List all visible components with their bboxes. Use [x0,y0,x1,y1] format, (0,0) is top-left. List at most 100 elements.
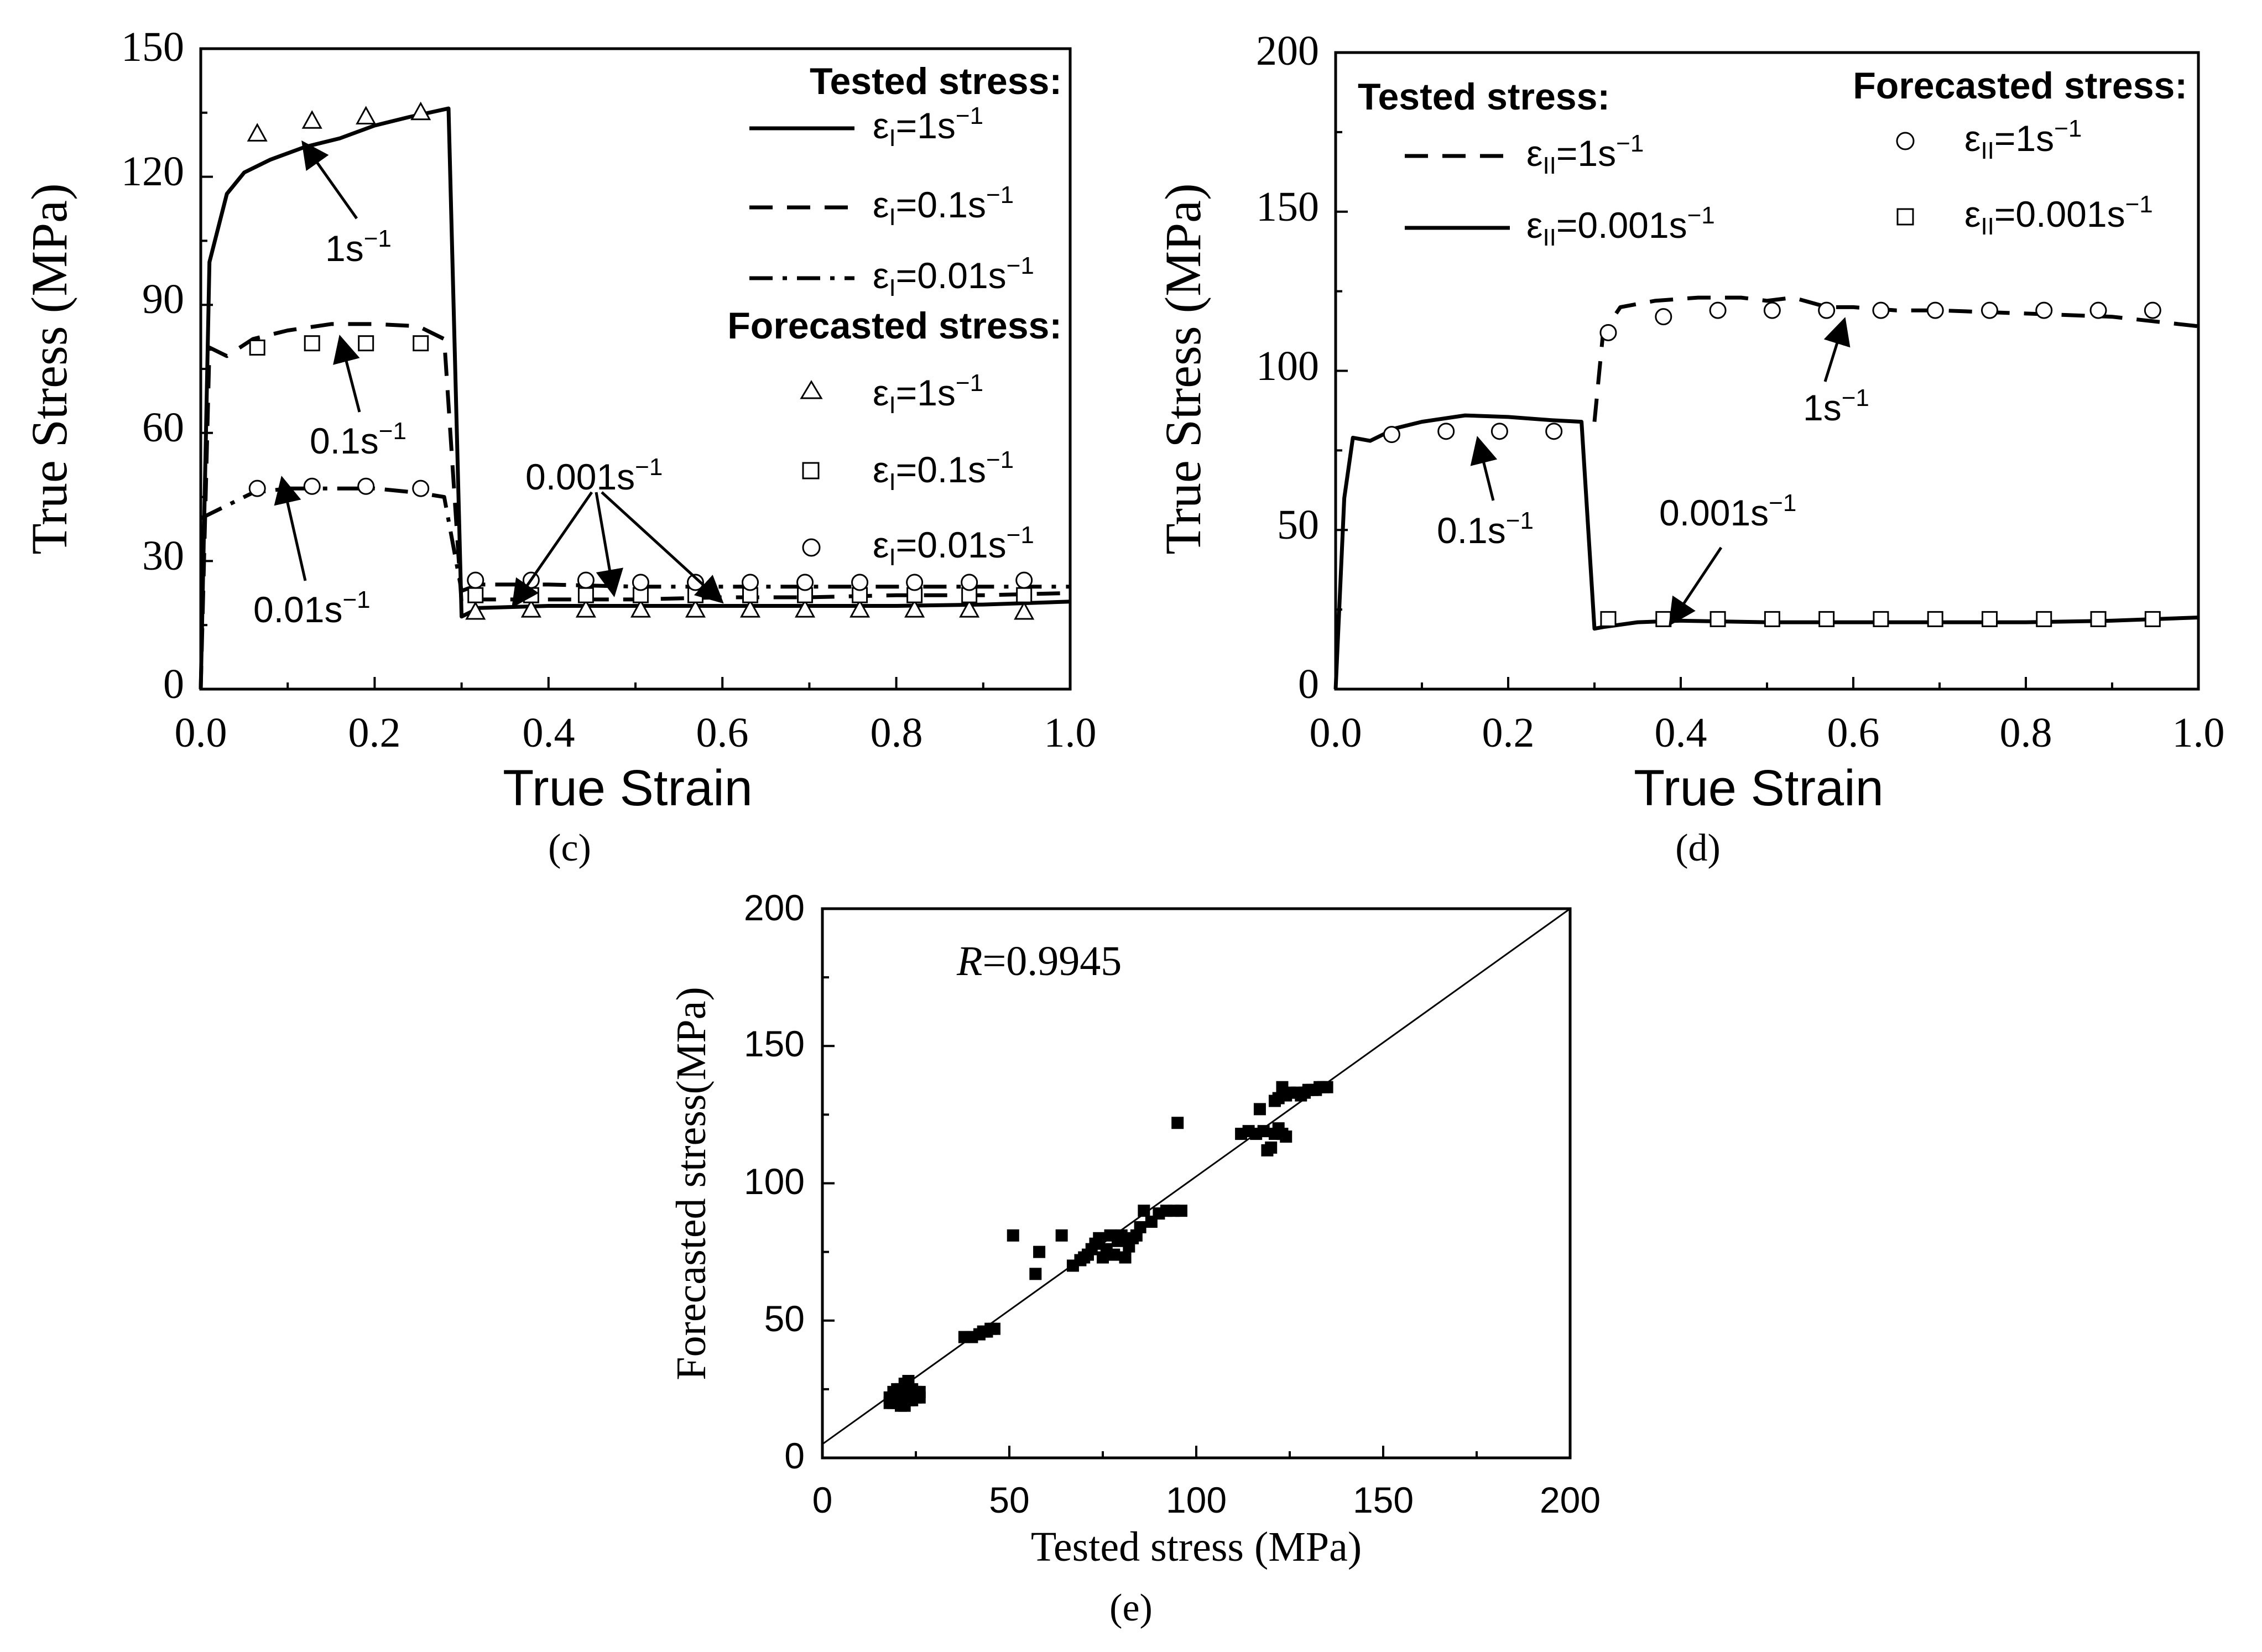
d-legend-marker-circle [1896,132,1915,150]
d-forecast-marker [1655,611,1672,627]
c-legend-tested-title: Tested stress: [810,60,1062,102]
c-forecast-marker [577,587,594,603]
d-forecast-marker [2036,611,2052,627]
d-xtick-label: 0.2 [1482,710,1535,756]
c-forecast-marker [467,587,484,603]
d-forecast-marker [1818,301,1836,319]
c-arrow-0.001s-b [595,492,623,597]
e-scatter-point [1138,1205,1150,1217]
c-forecast-marker [520,599,541,618]
d-legend-tested-2: εII=0.001s−1 [1526,202,1715,251]
c-legend-forecast-2: εI=0.1s−1 [873,446,1014,496]
d-ytick-label: 0 [1298,661,1319,707]
c-annotation-0.001s: 0.001s−1 [525,454,663,497]
d-forecast-marker [1490,423,1508,440]
e-scatter-point [1115,1229,1128,1242]
d-arrow-0.001s [1669,546,1723,627]
e-scatter-point [1134,1221,1146,1233]
c-forecast-marker [794,599,816,618]
c-forecast-marker [248,480,266,497]
d-forecast-marker [1655,308,1672,326]
c-forecast-marker [247,123,268,142]
e-scatter-point [1265,1141,1278,1154]
c-xtick-label: 0.6 [696,710,749,756]
c-caption: (c) [548,827,591,869]
e-xtick-label: 100 [1166,1479,1227,1520]
d-arrow-0.1s [1470,436,1498,501]
c-forecast-marker [1016,587,1033,603]
c-arrow-0.1s [333,335,361,413]
c-xtick-label: 0.8 [871,710,923,756]
c-annotation-1s: 1s−1 [325,225,392,269]
d-annotation-0.1s: 0.1s−1 [1437,507,1534,551]
e-scatter-point [902,1374,915,1387]
e-scatter-point [988,1322,1000,1335]
c-legend-marker-circle [802,538,821,557]
c-forecast-marker [523,587,539,603]
d-forecast-marker [1980,301,1998,319]
c-forecast-marker [357,477,375,495]
e-xlabel: Tested stress (MPa) [1031,1524,1362,1570]
d-legend-forecast-title: Forecasted stress: [1853,65,2187,107]
e-xtick-label: 0 [812,1479,833,1520]
c-forecast-marker [849,599,871,618]
c-forecast-marker [1015,571,1033,589]
c-forecast-marker [412,480,430,497]
c-forecast-marker [575,599,596,618]
d-ytick-label: 150 [1256,184,1319,230]
c-forecast-marker [303,477,321,495]
e-scatter-point [1108,1248,1120,1261]
d-series-line-0 [1592,295,2199,422]
c-annotation-0.1s: 0.1s−1 [310,418,406,461]
c-forecast-marker [906,574,924,591]
d-arrow-1s [1823,317,1851,382]
e-scatter-point [913,1391,926,1404]
c-forecast-marker [632,574,649,591]
d-legend-tested-1: εII=1s−1 [1526,130,1644,179]
d-forecast-marker [2090,611,2107,627]
d-forecast-marker [1545,423,1563,440]
e-scatter-point [1033,1245,1046,1258]
c-ytick-label: 0 [163,661,184,707]
d-forecast-marker [1709,611,1726,627]
panel-e-plot-frame [821,907,1572,1460]
d-ytick-label: 50 [1277,502,1319,548]
d-forecast-marker [2144,611,2161,627]
d-series-line-1 [1333,413,2199,690]
c-series-line-1 [199,322,1071,690]
c-arrow-0.001s-a [512,491,593,608]
d-legend-tested-title: Tested stress: [1358,76,1610,118]
d-ylabel: True Stress (MPa) [1155,183,1211,554]
c-legend-marker-triangle [800,380,823,399]
c-xtick-label: 0.4 [523,710,575,756]
d-legend-forecast-2: εII=0.001s−1 [1964,191,2153,240]
c-forecast-marker [301,110,322,129]
e-caption: (e) [1109,1587,1153,1629]
e-scatter-point [894,1394,907,1406]
e-scatter-point [1119,1251,1132,1264]
d-xtick-label: 0.0 [1310,710,1362,756]
d-forecast-marker [1981,611,1998,627]
d-forecast-marker [2035,301,2053,319]
d-annotation-1s: 1s−1 [1803,384,1869,428]
panel-e-ticks [821,908,1571,1459]
c-ytick-label: 120 [121,148,184,195]
c-xtick-label: 1.0 [1044,710,1097,756]
e-r-annotation: R=0.9945 [956,938,1122,984]
c-legend-forecast-3: εI=0.01s−1 [873,522,1034,571]
c-forecast-marker [413,335,429,352]
c-forecast-marker [959,599,980,618]
d-forecast-marker [1872,301,1890,319]
d-legend-marker-square [1896,208,1914,226]
panel-c: 0 30 60 90 120 150 0.0 0.2 0.4 0.6 0.8 1… [21,24,1097,869]
panel-d-plot-frame [1334,51,2200,691]
c-legend-forecast-title: Forecasted stress: [727,305,1062,347]
c-xtick-label: 0.0 [175,710,227,756]
e-scatter-point [1253,1103,1266,1116]
e-scatter-point [1321,1081,1333,1093]
c-forecast-marker [304,335,320,352]
d-forecast-marker [1764,611,1780,627]
d-forecast-marker [1709,301,1727,319]
c-annotation-0.01s: 0.01s−1 [253,586,371,630]
c-forecast-marker [961,574,978,591]
